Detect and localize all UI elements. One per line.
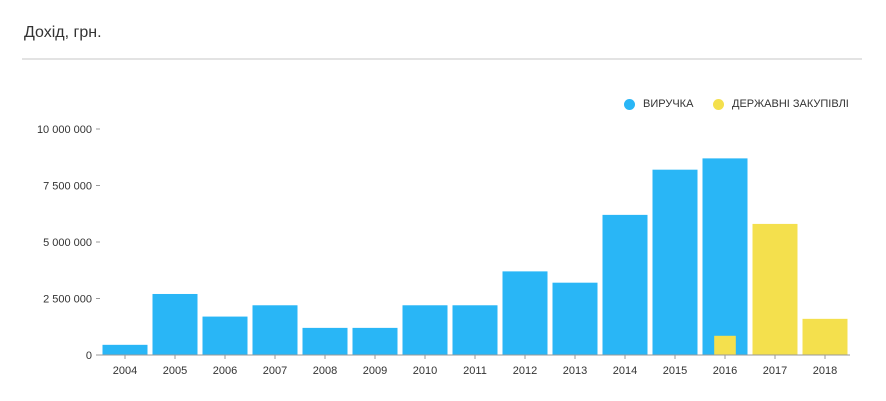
bar	[252, 305, 298, 355]
x-tick-label: 2010	[413, 365, 437, 377]
bar	[702, 158, 748, 355]
x-tick-label: 2015	[663, 365, 687, 377]
x-tick-label: 2006	[213, 365, 237, 377]
x-tick-label: 2004	[113, 365, 137, 377]
legend: ВИРУЧКА ДЕРЖАВНІ ЗАКУПІВЛІ	[0, 98, 886, 114]
x-tick-label: 2017	[763, 365, 787, 377]
bar	[552, 282, 598, 355]
x-tick-label: 2018	[813, 365, 837, 377]
x-tick-label: 2013	[563, 365, 587, 377]
x-tick-label: 2005	[163, 365, 187, 377]
x-tick-label: 2009	[363, 365, 387, 377]
title-divider	[22, 58, 862, 60]
bar	[102, 344, 148, 355]
bar	[652, 169, 698, 355]
bar	[202, 316, 248, 355]
y-tick-label: 7 500 000	[43, 181, 92, 193]
y-tick-label: 2 500 000	[43, 294, 92, 306]
bar	[302, 327, 348, 355]
x-tick-label: 2014	[613, 365, 637, 377]
bar	[752, 223, 798, 355]
bar	[602, 214, 648, 355]
legend-item-revenue[interactable]: ВИРУЧКА	[624, 98, 693, 110]
y-tick-label: 5 000 000	[43, 237, 92, 249]
legend-procurement-dot-icon	[713, 98, 724, 110]
x-tick-label: 2011	[463, 365, 487, 377]
x-tick-label: 2008	[313, 365, 337, 377]
bar	[402, 305, 448, 355]
legend-procurement-label: ДЕРЖАВНІ ЗАКУПІВЛІ	[732, 98, 849, 110]
x-tick-label: 2012	[513, 365, 537, 377]
x-tick-label: 2016	[713, 365, 737, 377]
legend-revenue-label: ВИРУЧКА	[643, 98, 694, 110]
bar	[352, 327, 398, 355]
bar	[152, 293, 198, 355]
bar	[714, 335, 736, 355]
x-tick-label: 2007	[263, 365, 287, 377]
chart-title: Дохід, грн.	[24, 24, 102, 41]
legend-item-procurement[interactable]: ДЕРЖАВНІ ЗАКУПІВЛІ	[713, 98, 849, 110]
y-tick-label: 10 000 000	[37, 124, 92, 136]
y-tick-label: 0	[86, 350, 92, 362]
bar	[502, 271, 548, 355]
legend-revenue-dot-icon	[624, 98, 635, 110]
bar	[802, 318, 848, 355]
bar	[452, 305, 498, 355]
